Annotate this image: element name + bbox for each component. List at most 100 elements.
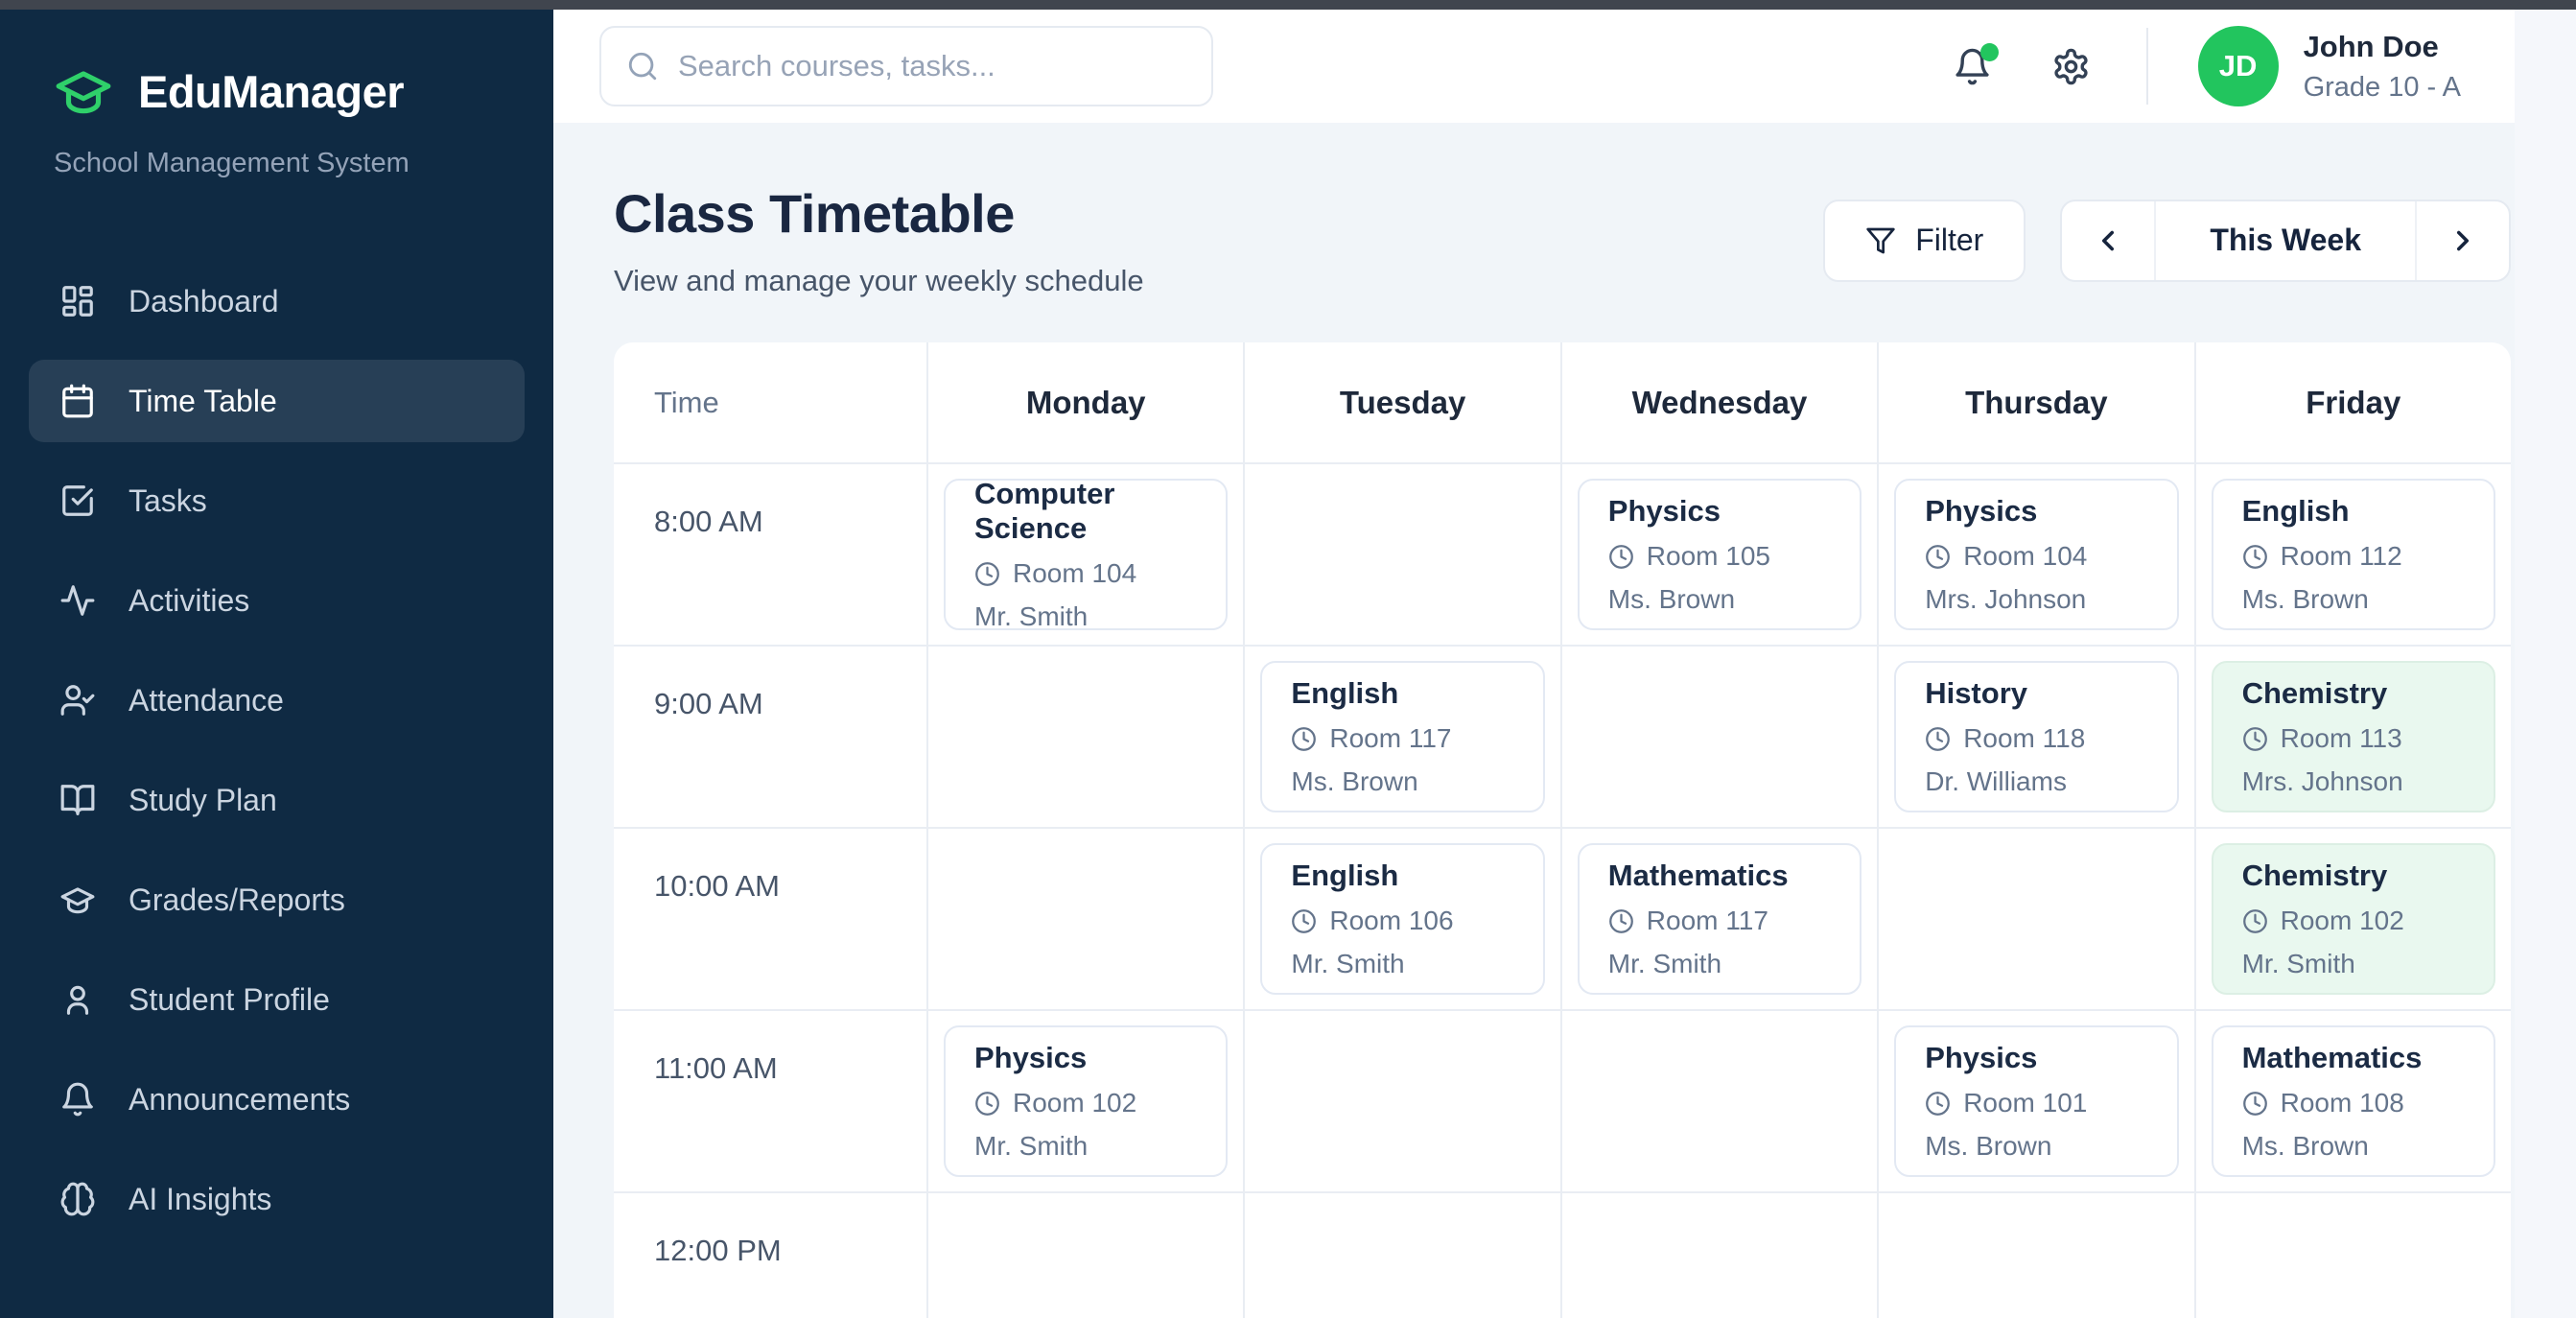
column-header-monday: Monday xyxy=(926,342,1243,462)
timetable-cell xyxy=(1559,645,1878,827)
check-square-icon xyxy=(62,485,93,516)
timetable: Time Monday Tuesday Wednesday Thursday Friday… xyxy=(614,342,2511,1318)
class-room-row: Room 102 xyxy=(2242,906,2465,936)
avatar[interactable]: JD xyxy=(2197,26,2279,106)
timetable-cell: Chemistry Room 102 Mr. Smith xyxy=(2193,827,2511,1009)
sidebar-item-label: Dashboard xyxy=(129,283,279,318)
class-subject: Physics xyxy=(1607,494,1721,528)
class-subject: Mathematics xyxy=(1607,859,1789,892)
class-card-english[interactable]: English Room 112 Ms. Brown xyxy=(2211,479,2495,630)
sidebar-item-dashboard[interactable]: Dashboard xyxy=(29,260,525,342)
sidebar-item-tasks[interactable]: Tasks xyxy=(29,459,525,542)
header-actions: Filter This Week xyxy=(1823,199,2511,282)
timetable-cell: Physics Room 101 Ms. Brown xyxy=(1877,1009,2194,1191)
class-room-row: Room 106 xyxy=(1291,906,1513,936)
class-card-english[interactable]: English Room 106 Mr. Smith xyxy=(1260,843,1545,995)
timetable-cell: Mathematics Room 108 Ms. Brown xyxy=(2193,1009,2511,1191)
time-label: 12:00 PM xyxy=(614,1191,926,1318)
activity-icon xyxy=(60,585,95,616)
timetable-cell: English Room 106 Mr. Smith xyxy=(1243,827,1560,1009)
book-open-icon xyxy=(60,785,95,815)
clock-icon xyxy=(1608,544,1633,569)
sidebar-item-time-table[interactable]: Time Table xyxy=(29,360,525,442)
class-room-row: Room 118 xyxy=(1925,723,2147,754)
class-room-row: Room 117 xyxy=(1291,723,1513,754)
sidebar-item-announcements[interactable]: Announcements xyxy=(29,1058,525,1141)
timetable-cell xyxy=(926,645,1244,827)
class-room-row: Room 113 xyxy=(2242,723,2465,754)
clock-icon xyxy=(2242,1091,2267,1116)
app-subtitle: School Management System xyxy=(54,148,410,178)
time-label: 10:00 AM xyxy=(614,827,926,1009)
timetable-cell: Computer Science Room 104 Mr. Smith xyxy=(926,462,1244,645)
sidebar-item-ai-insights[interactable]: AI Insights xyxy=(29,1158,525,1240)
sidebar-item-label: Study Plan xyxy=(129,782,277,817)
sidebar-item-attendance[interactable]: Attendance xyxy=(29,659,525,741)
class-card-physics[interactable]: Physics Room 101 Ms. Brown xyxy=(1894,1025,2179,1177)
prev-week-button[interactable] xyxy=(2062,201,2154,280)
class-subject: English xyxy=(1291,676,1399,710)
sidebar-item-study-plan[interactable]: Study Plan xyxy=(29,759,525,841)
timetable-cell xyxy=(1243,462,1560,645)
sidebar-item-grades-reports[interactable]: Grades/Reports xyxy=(29,859,525,941)
sidebar-item-label: Attendance xyxy=(129,682,284,718)
timetable-cell: English Room 117 Ms. Brown xyxy=(1243,645,1560,827)
class-room-row: Room 101 xyxy=(1925,1088,2147,1118)
settings-button[interactable] xyxy=(2051,47,2091,86)
sidebar-item-label: Grades/Reports xyxy=(129,882,345,917)
chevron-left-icon xyxy=(2102,230,2115,250)
notifications-button[interactable] xyxy=(1953,42,1999,86)
class-room-row: Room 105 xyxy=(1608,541,1831,572)
class-subject: History xyxy=(1925,676,2027,710)
time-label: 11:00 AM xyxy=(614,1009,926,1191)
timetable-cell xyxy=(1559,1009,1878,1191)
class-card-english[interactable]: English Room 117 Ms. Brown xyxy=(1260,661,1545,812)
class-subject: Chemistry xyxy=(2241,676,2388,710)
calendar-icon xyxy=(62,384,93,418)
sidebar-item-label: Student Profile xyxy=(129,981,330,1017)
filter-button[interactable]: Filter xyxy=(1823,199,2026,282)
class-teacher: Mrs. Johnson xyxy=(2241,766,2403,796)
class-room-row: Room 104 xyxy=(974,558,1197,589)
next-week-button[interactable] xyxy=(2417,201,2509,280)
sidebar-item-student-profile[interactable]: Student Profile xyxy=(29,958,525,1041)
timetable-cell xyxy=(1243,1009,1560,1191)
class-room-row: Room 117 xyxy=(1608,906,1831,936)
class-card-computer-science[interactable]: Computer Science Room 104 Mr. Smith xyxy=(944,477,1229,631)
user-grade: Grade 10 - A xyxy=(2303,71,2461,103)
brain-icon xyxy=(60,1182,95,1216)
class-teacher: Mrs. Johnson xyxy=(1925,584,2087,614)
class-room: Room 101 xyxy=(1963,1088,2088,1118)
clock-icon xyxy=(2242,544,2267,569)
timetable-cell xyxy=(1877,1191,2194,1318)
class-room-row: Room 112 xyxy=(2242,541,2465,572)
search-input[interactable] xyxy=(678,49,1186,83)
class-subject: Computer Science xyxy=(974,477,1115,545)
clock-icon xyxy=(1292,908,1317,933)
timetable-cell xyxy=(926,827,1244,1009)
class-card-mathematics[interactable]: Mathematics Room 117 Mr. Smith xyxy=(1577,843,1862,995)
class-card-chemistry[interactable]: Chemistry Room 113 Mrs. Johnson xyxy=(2211,661,2495,812)
sidebar-item-label: AI Insights xyxy=(129,1181,272,1216)
column-header-time: Time xyxy=(654,385,719,419)
class-teacher: Mr. Smith xyxy=(2241,949,2355,978)
class-card-chemistry[interactable]: Chemistry Room 102 Mr. Smith xyxy=(2211,843,2495,995)
class-card-history[interactable]: History Room 118 Dr. Williams xyxy=(1894,661,2179,812)
main-column: JD John Doe Grade 10 - A Class Timetable… xyxy=(553,10,2515,1318)
timetable-cell xyxy=(1559,1191,1878,1318)
class-subject: Mathematics xyxy=(2241,1041,2423,1074)
class-card-physics[interactable]: Physics Room 104 Mrs. Johnson xyxy=(1894,479,2179,630)
week-navigator: This Week xyxy=(2060,199,2511,282)
graduation-cap-logo-icon xyxy=(56,71,111,114)
timetable-cell: English Room 112 Ms. Brown xyxy=(2193,462,2511,645)
timetable-cell: Chemistry Room 113 Mrs. Johnson xyxy=(2193,645,2511,827)
class-card-physics[interactable]: Physics Room 102 Mr. Smith xyxy=(944,1025,1229,1177)
clock-icon xyxy=(1608,908,1633,933)
topbar-right: JD John Doe Grade 10 - A xyxy=(1953,26,2461,106)
class-card-mathematics[interactable]: Mathematics Room 108 Ms. Brown xyxy=(2211,1025,2495,1177)
class-teacher: Ms. Brown xyxy=(2241,1131,2369,1161)
sidebar-item-activities[interactable]: Activities xyxy=(29,559,525,642)
time-label: 8:00 AM xyxy=(614,462,926,645)
class-card-physics[interactable]: Physics Room 105 Ms. Brown xyxy=(1577,479,1862,630)
class-room-row: Room 104 xyxy=(1925,541,2147,572)
